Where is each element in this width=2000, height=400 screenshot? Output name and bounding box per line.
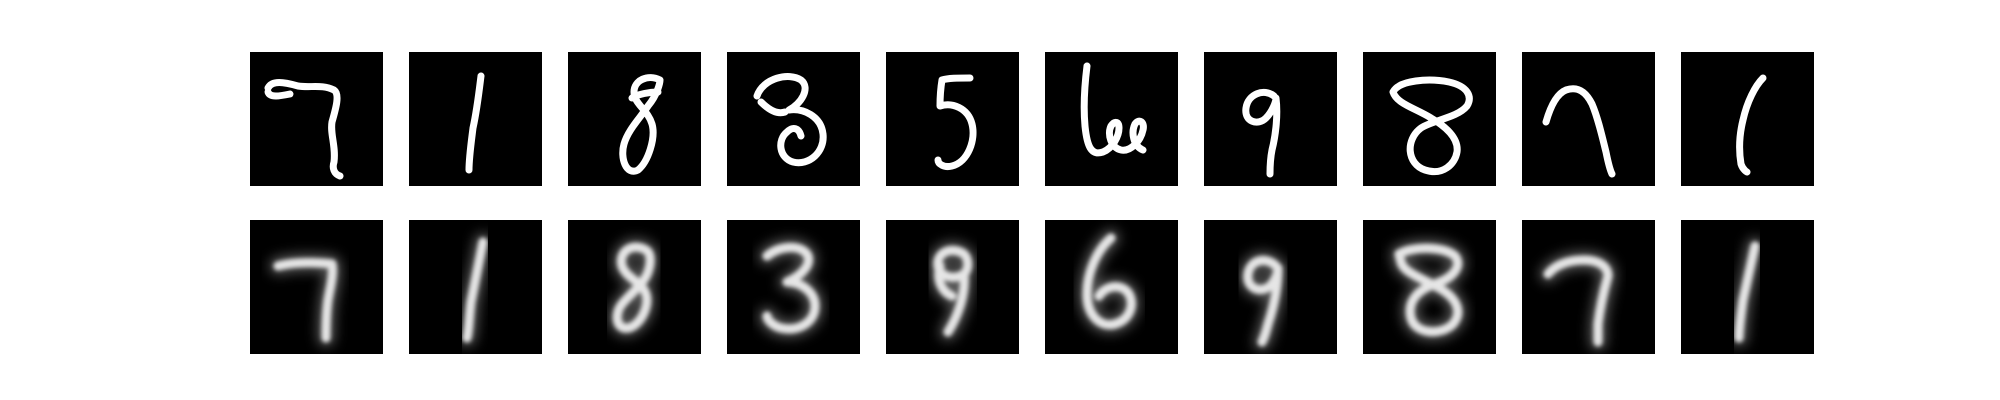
digit-stroke (757, 98, 789, 117)
original-digit-4 (727, 52, 860, 186)
original-digit-2 (409, 52, 542, 186)
reconstructed-digit-10 (1681, 220, 1814, 354)
digit-9-image (1242, 89, 1281, 178)
reconstructed-row (250, 220, 1814, 354)
digit-stroke (1394, 243, 1463, 337)
digit-9-image (1239, 252, 1287, 351)
image-grid (250, 52, 1814, 354)
digit-stroke (462, 237, 488, 343)
digit-stroke (264, 79, 344, 180)
digit-stroke (1736, 74, 1767, 176)
digit-stroke (1082, 233, 1136, 330)
digit-1-image (465, 72, 485, 174)
original-digit-7 (1204, 52, 1337, 186)
reconstructed-digit-6 (1045, 220, 1178, 354)
digit-stroke (1543, 255, 1613, 347)
original-digit-10 (1681, 52, 1814, 186)
digit-stroke (612, 242, 655, 333)
digit-stroke (1242, 89, 1281, 178)
digit-stroke (1734, 241, 1760, 343)
digit-stroke (934, 74, 977, 170)
reconstructed-digit-3 (568, 220, 701, 354)
digit-6-image (1078, 229, 1140, 334)
digit-stroke (465, 72, 485, 174)
digit-8-image (1390, 239, 1467, 341)
digit-stroke (628, 88, 662, 102)
digit-1-image (1736, 74, 1767, 176)
digit-6-image (1080, 62, 1147, 157)
original-row (250, 52, 1814, 186)
digit-7-image (1542, 85, 1616, 178)
digit-8-image (929, 242, 977, 341)
original-digit-5 (886, 52, 1019, 186)
original-digit-1 (250, 52, 383, 186)
digit-7-image (269, 254, 341, 347)
original-digit-9 (1522, 52, 1655, 186)
digit-8-image (1389, 76, 1473, 175)
digit-stroke (273, 258, 337, 343)
digit-1-image (1730, 237, 1764, 347)
reconstructed-digit-7 (1204, 220, 1337, 354)
digit-8-image (619, 74, 664, 175)
digit-stroke (933, 246, 973, 337)
reconstructed-digit-4 (727, 220, 860, 354)
original-digit-3 (568, 52, 701, 186)
digit-3-image (758, 239, 824, 338)
digit-stroke (1389, 76, 1473, 175)
reconstructed-digit-5 (886, 220, 1019, 354)
original-digit-6 (1045, 52, 1178, 186)
digit-5-image (934, 74, 977, 170)
digit-1-image (458, 233, 492, 347)
reconstructed-digit-9 (1522, 220, 1655, 354)
reconstructed-digit-1 (250, 220, 383, 354)
digit-stroke (762, 243, 820, 334)
digit-stroke (264, 88, 294, 100)
original-digit-8 (1363, 52, 1496, 186)
digit-stroke (1080, 62, 1147, 157)
digit-stroke (1542, 85, 1616, 178)
digit-stroke (1243, 255, 1283, 347)
digit-stroke (619, 74, 664, 175)
digit-3-image (753, 73, 827, 167)
reconstructed-digit-2 (409, 220, 542, 354)
digit-7-image (264, 79, 344, 180)
digit-stroke (753, 73, 827, 167)
reconstructed-digit-8 (1363, 220, 1496, 354)
digit-8-image (608, 238, 659, 337)
digit-7-image (1539, 251, 1617, 351)
